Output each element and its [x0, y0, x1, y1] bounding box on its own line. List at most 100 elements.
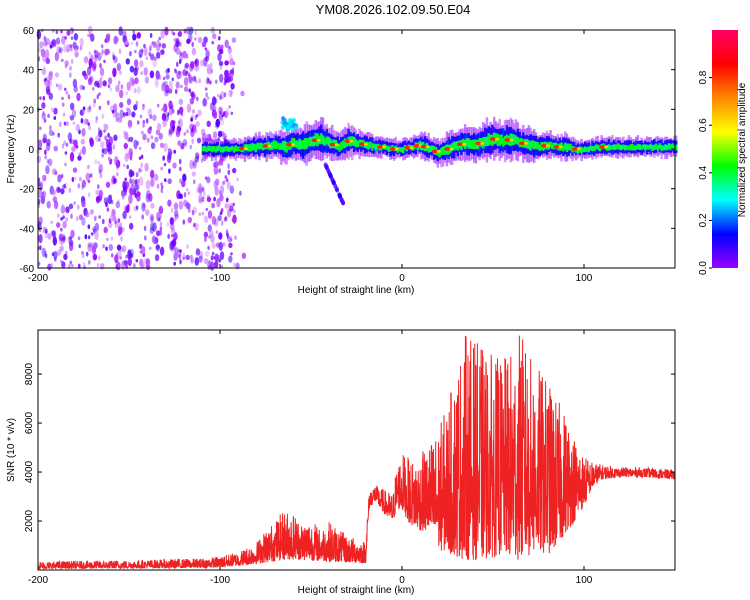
signal-feature: [331, 179, 336, 185]
noise-speckle: [98, 105, 102, 110]
signal-band-core: [614, 144, 618, 150]
noise-speckle: [145, 209, 150, 216]
noise-speckle: [172, 120, 175, 126]
noise-speckle: [204, 236, 207, 242]
noise-speckle: [141, 202, 146, 212]
noise-speckle: [166, 222, 170, 227]
noise-speckle: [37, 181, 41, 187]
noise-speckle: [74, 176, 77, 181]
noise-speckle: [144, 76, 150, 84]
noise-speckle: [224, 39, 229, 48]
signal-band-core: [473, 139, 476, 150]
noise-speckle: [74, 51, 79, 58]
noise-speckle: [156, 123, 162, 131]
noise-speckle: [60, 30, 63, 34]
signal-band-core: [527, 140, 531, 150]
noise-speckle: [87, 242, 92, 248]
noise-speckle: [212, 131, 218, 140]
noise-speckle: [81, 254, 85, 259]
peak-marker: [475, 141, 482, 146]
noise-speckle: [55, 83, 59, 88]
noise-speckle: [82, 109, 86, 115]
spectrogram-y-ticks: 60 40 20 0 -20 -40 -60: [20, 26, 675, 275]
noise-speckle: [107, 142, 112, 152]
noise-speckle: [165, 111, 168, 116]
noise-speckle: [170, 207, 174, 213]
noise-speckle: [158, 74, 162, 80]
noise-speckle: [164, 26, 169, 36]
signal-band-core: [369, 141, 372, 148]
noise-speckle: [174, 247, 179, 254]
noise-speckle: [203, 231, 209, 238]
noise-speckle: [114, 156, 119, 166]
noise-speckle: [119, 109, 124, 119]
noise-speckle: [178, 254, 182, 260]
noise-speckle: [137, 178, 140, 184]
noise-speckle: [138, 146, 142, 150]
noise-speckle: [87, 33, 90, 38]
noise-speckle: [228, 242, 233, 248]
signal-band-core: [327, 136, 330, 147]
noise-speckle: [43, 40, 48, 47]
noise-speckle: [220, 208, 224, 213]
noise-speckle: [143, 225, 147, 232]
noise-speckle: [103, 226, 108, 234]
noise-speckle: [94, 230, 99, 240]
signal-feature: [340, 199, 345, 205]
signal-band-core: [210, 146, 214, 153]
noise-speckle: [187, 191, 191, 195]
noise-speckle: [132, 33, 137, 41]
noise-speckle: [186, 129, 189, 134]
signal-band-core: [567, 143, 571, 151]
signal-band-core: [675, 144, 678, 151]
noise-speckle: [168, 126, 174, 136]
noise-speckle: [223, 180, 226, 185]
noise-speckle: [57, 213, 60, 218]
noise-speckle: [100, 263, 105, 270]
signal-band-core: [642, 144, 645, 149]
noise-speckle: [148, 246, 152, 250]
noise-speckle: [81, 200, 86, 208]
noise-speckle: [227, 169, 231, 175]
noise-speckle: [151, 41, 155, 45]
spectrogram-marks: [36, 25, 678, 272]
y-tick-label: 6000: [24, 412, 35, 435]
noise-speckle: [57, 174, 62, 183]
peak-marker: [571, 147, 578, 151]
noise-speckle: [46, 89, 51, 95]
noise-speckle: [152, 222, 157, 232]
noise-speckle: [197, 109, 202, 117]
signal-band-core: [352, 136, 356, 146]
noise-speckle: [198, 198, 203, 204]
noise-speckle: [125, 91, 128, 96]
noise-speckle: [106, 237, 109, 241]
spectrogram-x-ticks: -200 -100 0 100: [28, 30, 593, 284]
noise-speckle: [197, 183, 203, 193]
noise-speckle: [71, 264, 74, 268]
signal-band-core: [536, 142, 540, 150]
noise-speckle: [108, 221, 113, 229]
signal-band-core: [474, 139, 478, 150]
signal-feature: [281, 116, 286, 121]
colorbar-gradient: [712, 30, 738, 268]
noise-speckle: [176, 70, 181, 80]
noise-speckle: [87, 179, 91, 184]
noise-speckle: [101, 153, 104, 158]
noise-speckle: [228, 202, 233, 210]
noise-speckle: [227, 163, 230, 169]
noise-speckle: [183, 28, 187, 34]
noise-speckle: [84, 234, 88, 240]
noise-speckle: [221, 181, 225, 186]
noise-speckle: [139, 176, 144, 186]
peak-marker: [344, 139, 351, 143]
signal-band-core: [325, 136, 329, 145]
signal-feature: [293, 125, 298, 131]
x-tick-label: -200: [28, 575, 48, 586]
noise-speckle: [47, 113, 50, 118]
noise-speckle: [40, 48, 46, 58]
noise-speckle: [69, 72, 72, 78]
signal-band-core: [598, 145, 602, 152]
noise-speckle: [115, 84, 120, 93]
noise-speckle: [108, 244, 114, 251]
signal-band-core: [212, 146, 216, 152]
